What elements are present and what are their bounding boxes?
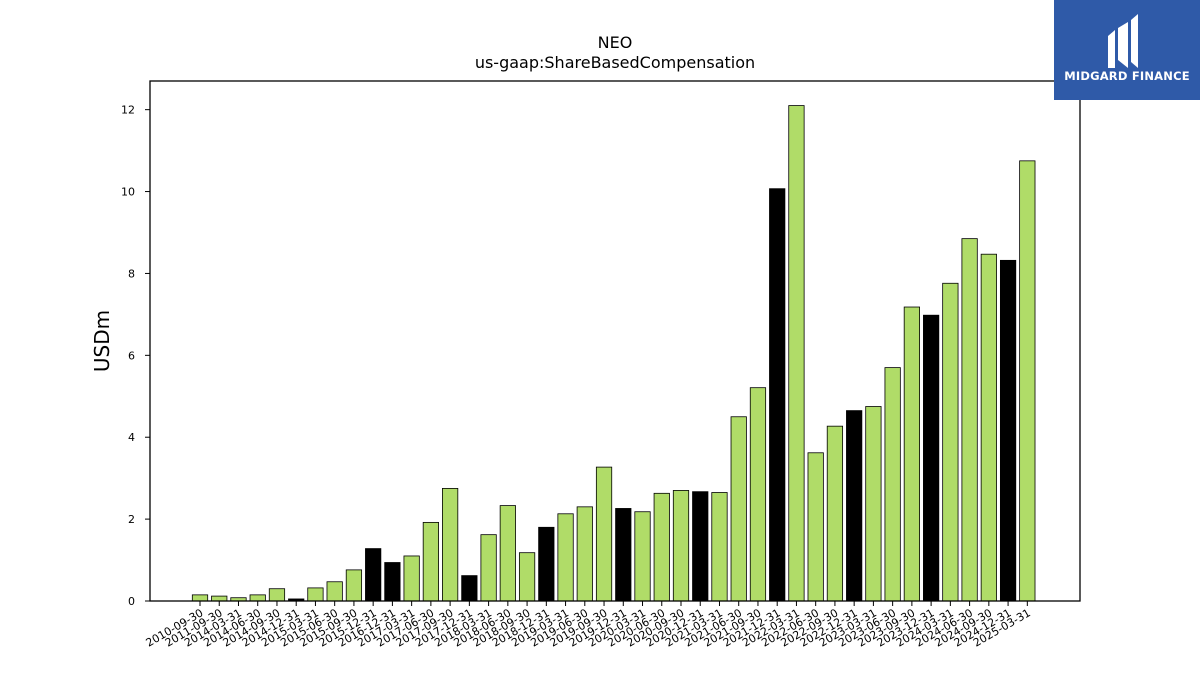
bar-2016-12-31 — [384, 562, 401, 602]
bar-2022-09-30 — [826, 425, 844, 602]
bar-2015-12-31 — [365, 548, 382, 602]
bar-2018-06-30 — [499, 505, 516, 602]
y-axis-label: USDm — [90, 310, 114, 372]
midgard-logo-icon — [1108, 14, 1138, 68]
bar-2024-12-31 — [999, 259, 1017, 602]
y-tick-label: 6 — [128, 349, 135, 362]
bar-2017-09-30 — [442, 487, 459, 602]
bars-group — [191, 105, 1036, 602]
bar-2015-09-30 — [345, 569, 363, 602]
bar-2023-06-30 — [884, 367, 901, 602]
chart-title: NEO — [598, 33, 633, 52]
bar-2015-03-31 — [307, 587, 324, 602]
bar-2023-09-30 — [903, 306, 920, 602]
bar-2018-12-31 — [538, 526, 555, 602]
bar-2022-06-30 — [807, 452, 824, 602]
plot-frame — [149, 80, 1081, 602]
bar-2018-09-30 — [518, 552, 536, 602]
bar-2021-06-30 — [730, 416, 747, 602]
bar-2019-09-30 — [595, 466, 613, 602]
y-tick-label: 12 — [121, 104, 135, 117]
bar-2023-03-31 — [865, 406, 882, 602]
bar-2020-09-30 — [672, 490, 690, 602]
bar-2020-03-31 — [634, 511, 651, 602]
brand-logo: MIDGARD FINANCE — [1054, 0, 1200, 100]
bar-2024-03-31 — [942, 282, 959, 602]
x-axis-ticks: 2010-09-302011-09-302014-03-312014-06-30… — [144, 601, 1033, 650]
y-tick-label: 8 — [128, 267, 135, 280]
bar-2025-03-31 — [1019, 160, 1036, 602]
bar-2024-06-30 — [961, 238, 978, 602]
bar-2011-09-30 — [211, 595, 228, 602]
bar-2018-03-31 — [480, 534, 497, 602]
bar-2020-06-30 — [653, 492, 670, 602]
bar-2014-06-30 — [249, 594, 266, 602]
y-axis-ticks: 0 2 4 6 8 10 12 — [121, 104, 150, 608]
y-tick-label: 0 — [128, 595, 135, 608]
y-tick-label: 4 — [128, 431, 135, 444]
bar-2015-06-30 — [326, 581, 343, 602]
bar-2021-09-30 — [749, 387, 767, 602]
bar-2014-09-30 — [268, 588, 286, 602]
y-tick-label: 10 — [121, 186, 135, 199]
chart-subtitle: us-gaap:ShareBasedCompensation — [475, 53, 755, 72]
bar-2017-03-31 — [403, 555, 420, 602]
brand-name: MIDGARD FINANCE — [1064, 69, 1190, 83]
bar-2017-12-31 — [461, 575, 478, 602]
bar-2023-12-31 — [923, 314, 940, 602]
bar-2017-06-30 — [422, 521, 439, 602]
bar-2020-12-31 — [692, 491, 709, 602]
bar-2019-12-31 — [615, 508, 632, 602]
bar-2021-03-31 — [711, 492, 728, 602]
bar-2019-06-30 — [576, 506, 593, 602]
bar-2021-12-31 — [769, 188, 786, 602]
bar-2019-03-31 — [557, 513, 574, 602]
bar-2010-09-30 — [191, 594, 209, 602]
bar-2024-09-30 — [980, 253, 997, 602]
bar-2022-12-31 — [846, 410, 863, 602]
bar-2022-03-31 — [788, 105, 805, 602]
y-tick-label: 2 — [128, 513, 135, 526]
